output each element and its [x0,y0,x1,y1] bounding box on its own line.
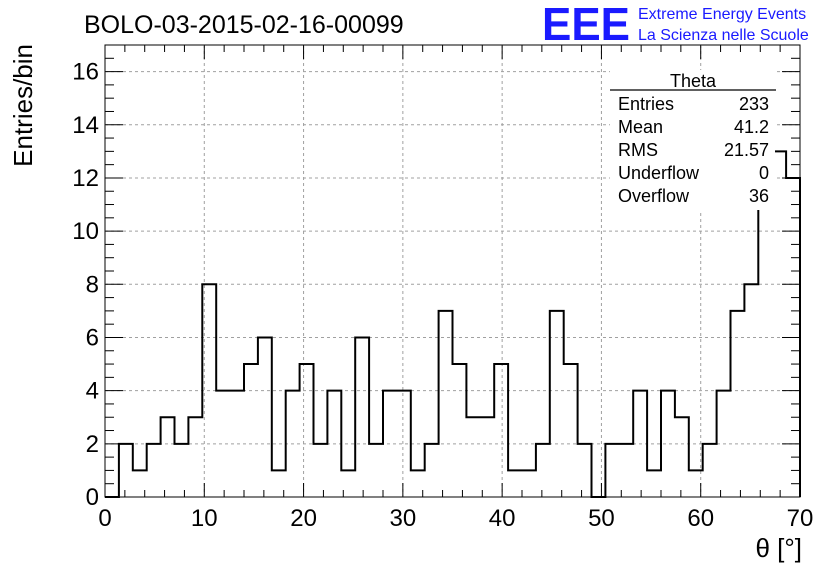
x-axis-label: θ [°] [755,533,802,563]
histogram-bin [147,444,161,497]
x-tick-label: 70 [787,505,814,532]
stats-row-label: Entries [618,94,674,114]
histogram-bin [314,444,328,497]
histogram-bin [731,311,745,497]
histogram-bin [647,470,661,497]
stats-row-label: Underflow [618,163,700,183]
histogram-bin [119,444,133,497]
y-tick-label: 10 [72,218,99,245]
histogram-bin [703,444,717,497]
y-tick-label: 16 [72,59,99,86]
y-tick-label: 2 [86,431,99,458]
histogram-bin [175,444,189,497]
histogram-bin [383,391,397,497]
histogram-bin [494,364,508,497]
stats-row-value: 21.57 [724,140,769,160]
x-tick-label: 30 [390,505,417,532]
histogram-bin [480,417,494,497]
histogram-bin [466,417,480,497]
histogram-bin [536,444,550,497]
eee-logo-mark: EEE [542,0,630,50]
histogram-bin [425,444,439,497]
y-tick-label: 6 [86,324,99,351]
histogram-bin [244,364,258,497]
histogram-bin [633,391,647,497]
stats-row-value: 36 [749,186,769,206]
stats-box-background [610,70,775,210]
x-tick-label: 0 [98,505,111,532]
histogram-bars [105,70,801,498]
histogram-bin [453,364,467,497]
histogram-bin [216,391,230,497]
x-tick-label: 60 [687,505,714,532]
stats-row-label: Overflow [618,186,690,206]
histogram-bin [202,284,216,497]
histogram-bin [675,417,689,497]
histogram-bin [397,391,411,497]
axis-ticks: 0 10 20 30 40 50 60 70 0 2 4 6 8 10 12 14 16 [72,44,814,532]
stats-row-label: RMS [618,140,658,160]
y-tick-label: 4 [86,378,99,405]
histogram-bin [522,470,536,497]
histogram-bin [564,364,578,497]
stats-rows: Entries 233 Mean 41.2 RMS 21.57 Underflow 0 Over… [618,94,769,206]
histogram-bin [327,391,341,497]
y-tick-label: 12 [72,165,99,192]
histogram-bin [550,311,564,497]
x-tick-label: 20 [290,505,317,532]
x-tick-label: 40 [489,505,516,532]
eee-logo: EEE Extreme Energy Events La Scienza nel… [542,0,809,50]
stats-row-value: 41.2 [734,117,769,137]
histogram-bin [300,364,314,497]
histogram-bin [439,311,453,497]
stats-title: Theta [670,71,717,91]
histogram-outline [105,70,801,498]
x-tick-label: 50 [588,505,615,532]
histogram-bin [286,391,300,497]
histogram-bin [369,444,383,497]
histogram-bin [258,337,272,497]
histogram-bin [355,337,369,497]
y-tick-label: 8 [86,271,99,298]
y-axis-label: Entries/bin [8,44,38,167]
stats-row-value: 0 [759,163,769,183]
eee-logo-line2: La Scienza nelle Scuole [638,27,809,44]
x-tick-label: 10 [191,505,218,532]
histogram-bin [744,284,758,497]
histogram-bin [605,444,619,497]
histogram-bin [508,470,522,497]
stats-row-label: Mean [618,117,663,137]
eee-logo-line1: Extreme Energy Events [638,6,806,23]
histogram-bin [717,391,731,497]
histogram-bin [619,444,633,497]
histogram-bin [230,391,244,497]
histogram-bin [161,417,175,497]
stats-row-value: 233 [739,94,769,114]
y-tick-label: 14 [72,112,99,139]
stats-box: Theta Entries 233 Mean 41.2 RMS 21.57 Underflo… [610,70,776,210]
y-tick-label: 0 [86,484,99,511]
histogram-bin [661,391,675,497]
run-title: BOLO-03-2015-02-16-00099 [84,11,404,39]
histogram-bin [578,444,592,497]
histogram-bin [188,417,202,497]
